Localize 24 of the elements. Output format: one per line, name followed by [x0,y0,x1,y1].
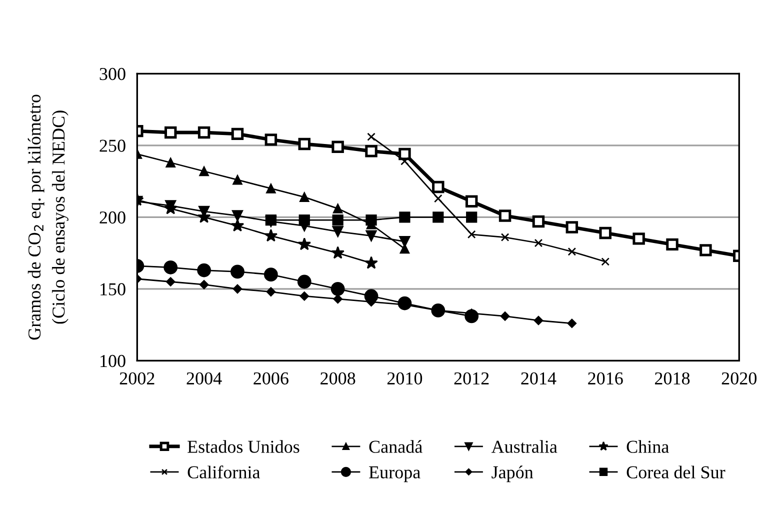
x-tick-label: 2004 [186,372,222,384]
y-tick-label: 200 [100,211,126,224]
legend-label: California [188,466,260,478]
x-tick-label: 2002 [120,372,154,384]
legend-label: Corea del Sur [626,466,726,478]
legend-label: Canadá [369,440,422,453]
x-tick-label: 2010 [387,372,422,384]
legend-label: Estados Unidos [188,440,300,453]
x-tick-label: 2018 [654,372,690,384]
x-tick-label: 2020 [722,372,757,384]
x-tick-label: 2016 [588,372,623,384]
legend-label: Australia [491,440,558,453]
legend-label: Europa [369,466,420,482]
y-tick-label: 300 [100,68,126,80]
x-tick-label: 2008 [320,372,356,384]
x-tick-label: 2014 [521,372,556,384]
legend-label: China [626,440,669,453]
x-tick-label: 2006 [254,372,288,384]
y-tick-label: 250 [100,140,126,152]
y-axis-title: Gramos de CO$_{2}$ eq. por kilómetro (Ciclo de ensayos del NEDC) [28,94,68,340]
y-tick-label: 150 [100,283,126,296]
legend-label: Japón [492,466,534,482]
x-tick-label: 2012 [454,372,489,384]
y-tick-label: 100 [100,354,126,368]
